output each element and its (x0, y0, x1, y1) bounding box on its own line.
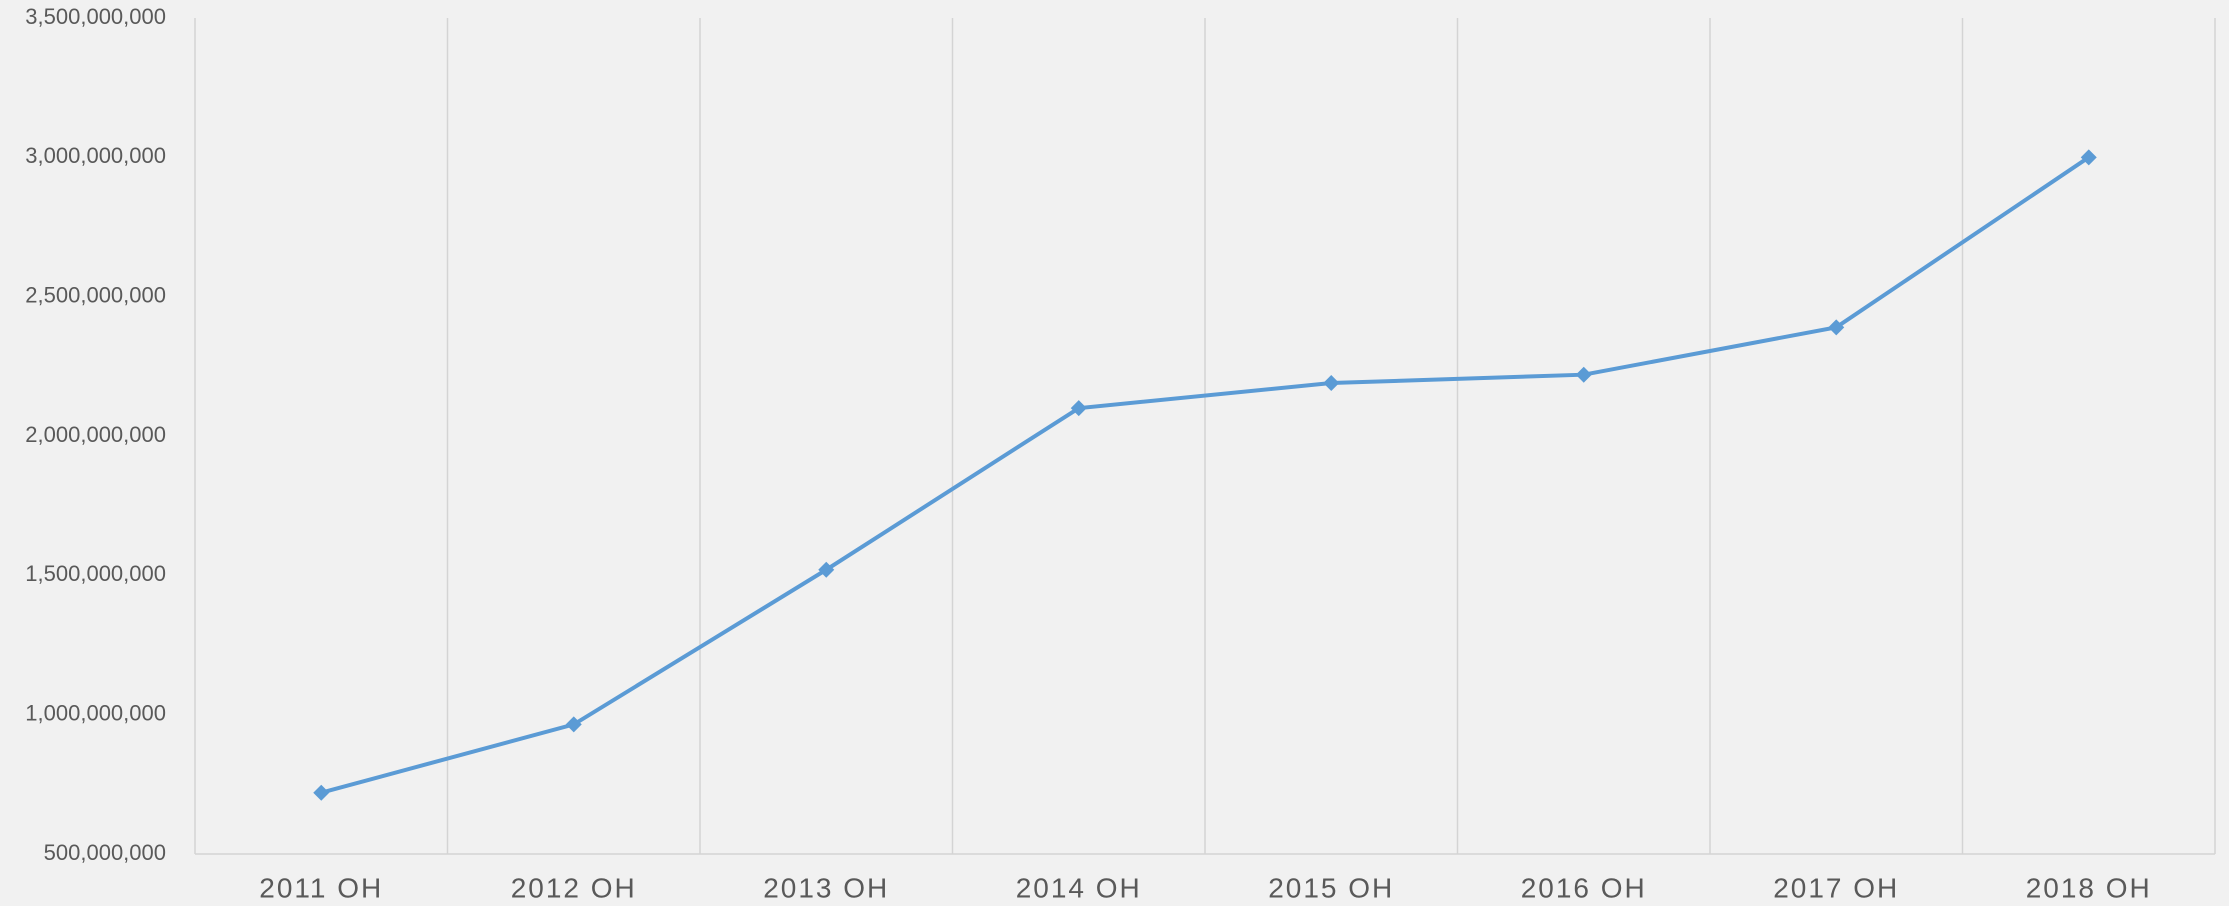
y-tick-label: 2,500,000,000 (25, 282, 166, 307)
data-line (320, 155, 2090, 795)
x-tick-label: 2013 OH (763, 872, 889, 903)
data-point (818, 561, 835, 578)
data-point (1828, 319, 1845, 336)
y-tick-label: 2,000,000,000 (25, 422, 166, 447)
x-tick-label: 2017 OH (1773, 872, 1899, 903)
x-tick-label: 2012 OH (511, 872, 637, 903)
data-point (565, 716, 582, 733)
x-tick-label: 2018 OH (2026, 872, 2152, 903)
y-tick-label: 500,000,000 (44, 840, 166, 865)
y-tick-label: 1,000,000,000 (25, 700, 166, 725)
data-point (2080, 149, 2097, 166)
y-tick-label: 1,500,000,000 (25, 561, 166, 586)
x-tick-label: 2016 OH (1521, 872, 1647, 903)
data-point (313, 784, 330, 801)
y-tick-label: 3,500,000,000 (25, 4, 166, 29)
data-point (1323, 375, 1340, 392)
x-tick-label: 2015 OH (1268, 872, 1394, 903)
y-tick-label: 3,000,000,000 (25, 143, 166, 168)
data-point (1070, 400, 1087, 417)
x-tick-label: 2011 OH (259, 872, 383, 903)
data-point (1575, 366, 1592, 383)
x-tick-label: 2014 OH (1016, 872, 1142, 903)
